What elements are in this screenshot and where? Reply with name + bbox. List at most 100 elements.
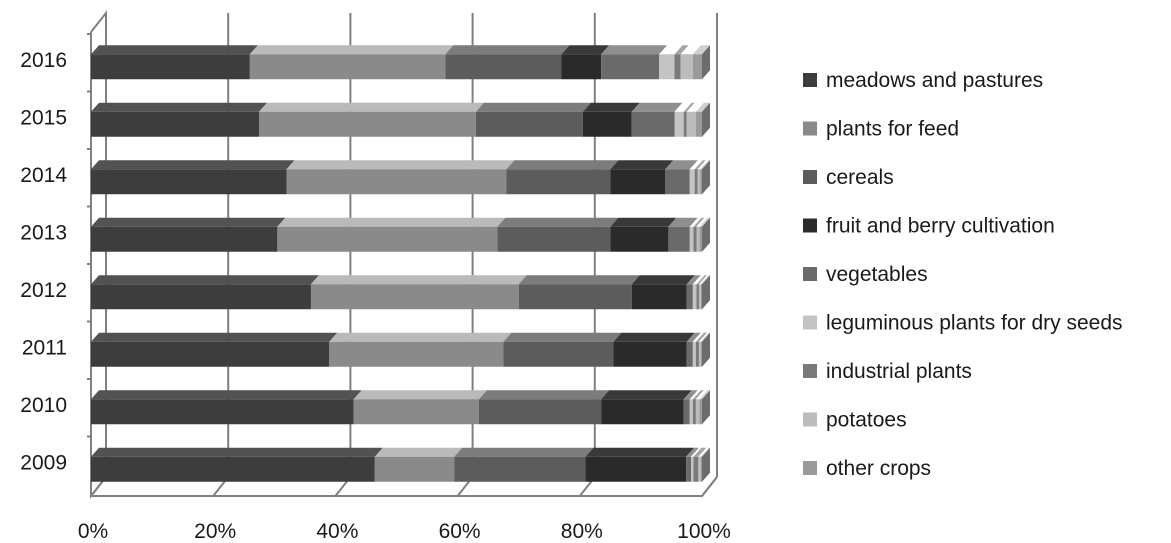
x-axis-tick-labels: 0% 20% 40% 60% 80% 100% [78,520,731,543]
bar-segment [286,160,515,195]
y-tick-label: 2012 [20,279,67,302]
legend-swatch [803,170,817,184]
bar-segment [91,390,362,425]
legend-swatch [803,364,817,378]
bar-segment [696,275,707,310]
bar-segment [329,332,512,367]
bar-segment [695,390,708,425]
bar-segment [478,390,610,425]
bar-segment [506,160,619,195]
legend-label: cereals [826,166,894,189]
legend-swatch [803,218,817,233]
bar-segment [691,447,702,482]
bar-segment [674,45,689,80]
bar-segment [613,332,695,367]
legend-swatch [803,121,817,136]
legend-item: vegetables [803,263,928,286]
bar-segment [689,160,703,195]
legend-item: plants for feed [803,118,959,141]
bar-segment [693,447,707,482]
bar-segment [259,102,484,137]
x-tick-label: 80% [561,520,603,543]
bar-segment [518,275,640,310]
bar-segment [695,102,710,137]
legend-label: leguminous plants for dry seeds [826,312,1123,335]
bar-segment [91,332,338,367]
legend-item: industrial plants [803,360,972,383]
bar-segment [445,45,570,80]
bar-segment [698,275,709,310]
bar-segment [694,160,706,195]
legend-label: meadows and pastures [826,69,1043,92]
legend-item: potatoes [803,409,907,432]
bars [91,45,710,482]
bar-segment [631,102,683,137]
bar-segment [601,390,692,425]
bar-segment [610,160,674,195]
x-tick-label: 0% [78,520,108,543]
legend-label: other crops [826,457,931,480]
bar-segment [693,217,705,252]
x-tick-label: 20% [194,520,236,543]
bar-segment [696,217,708,252]
y-tick-label: 2016 [20,49,67,72]
bar-segment [91,275,319,310]
bar-segment [659,45,683,80]
bar-segment [692,390,704,425]
x-tick-label: 100% [677,520,731,543]
bar-segment [686,332,701,367]
bar-segment [686,447,700,482]
legend-item: leguminous plants for dry seeds [803,312,1123,335]
y-tick-label: 2009 [20,451,67,474]
bar-segment [374,447,463,482]
bar-segment [692,275,705,310]
bar-segment [475,102,591,137]
bar-segment [686,102,704,137]
y-tick-label: 2011 [22,336,67,359]
bar-segment [91,217,286,252]
bar-segment [91,45,258,80]
y-tick-label: 2010 [20,394,67,417]
y-tick-label: 2015 [20,106,67,129]
bar-segment [91,447,383,482]
bar-segment [692,332,704,367]
bar-segment [353,390,487,425]
legend-swatch [803,73,817,87]
bar-segment [700,160,710,195]
y-tick-label: 2014 [20,164,67,187]
y-tick-label: 2013 [20,221,67,244]
legend-swatch [803,412,817,427]
bar-segment [674,102,692,137]
bar-segment [668,217,698,252]
bar-segment [683,390,698,425]
bar-segment [698,332,709,367]
floor-gridline [701,476,718,497]
bar-segment [700,447,710,482]
bar-segment [689,390,701,425]
bar-segment [601,45,668,80]
bar-segment [680,45,701,80]
bar-segment [310,275,527,310]
legend-item: other crops [803,457,931,480]
legend-label: industrial plants [826,360,972,383]
bar-segment [697,160,709,195]
x-tick-label: 40% [316,520,358,543]
legend-item: meadows and pastures [803,69,1043,92]
bar-segment [91,102,268,137]
bar-segment [631,275,695,310]
bar-segment [700,332,710,367]
bar-segment [686,275,701,310]
bar-segment [497,217,619,252]
bar-segment [610,217,677,252]
bar-segment [695,332,707,367]
bar-segment [91,160,295,195]
bar-segment [249,45,454,80]
legend: meadows and pastures plants for feed cerea… [803,69,1123,480]
legend-swatch [803,267,817,281]
legend-label: potatoes [826,409,907,432]
bar-segment [698,447,709,482]
y-axis-tick-labels: 2016 2015 2014 2013 2012 2011 2010 2009 [20,49,67,475]
bar-segment [582,102,640,137]
bar-segment [277,217,506,252]
